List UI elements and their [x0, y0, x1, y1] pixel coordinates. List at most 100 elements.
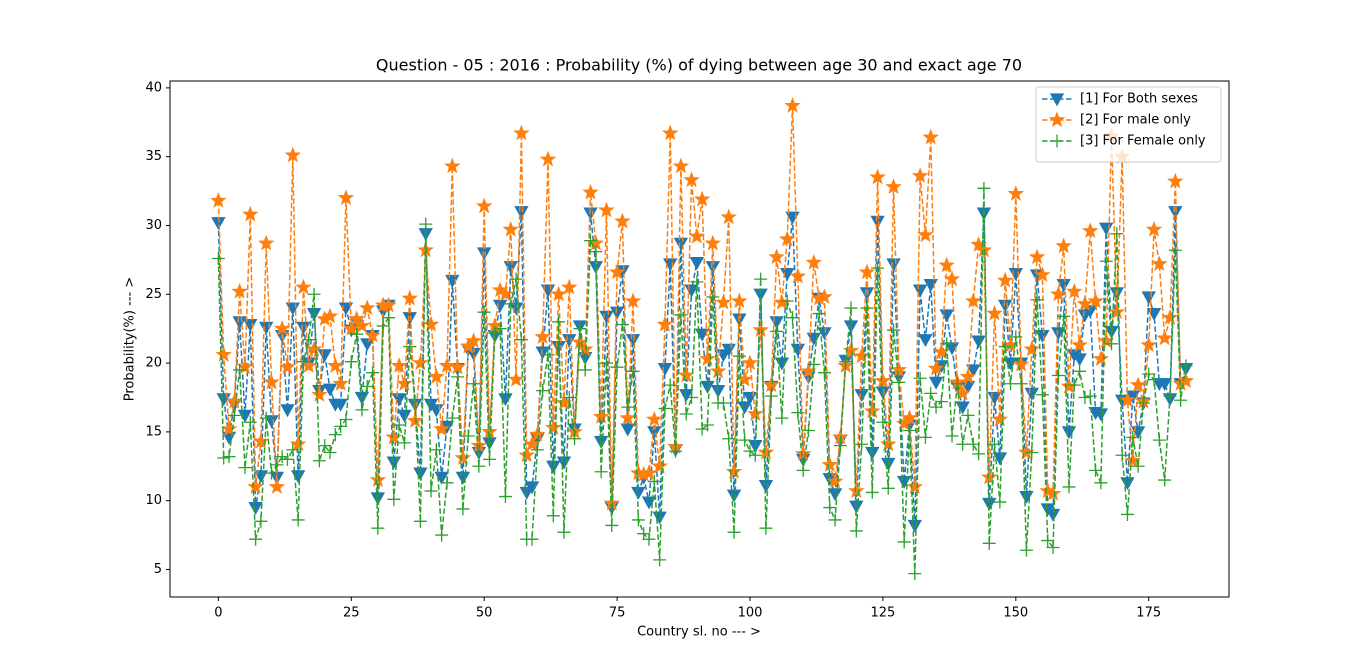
data-point: [988, 437, 1002, 451]
data-point: [1124, 452, 1141, 468]
data-point: [454, 449, 472, 466]
data-point: [273, 320, 291, 336]
x-tick-label: 125: [870, 606, 895, 621]
data-point: [759, 521, 773, 535]
data-point: [1157, 378, 1172, 392]
data-point: [826, 472, 844, 489]
chart-title: Question - 05 : 2016 : Probability (%) o…: [376, 56, 1022, 75]
data-point: [233, 363, 247, 377]
data-point: [1141, 291, 1156, 305]
data-point: [865, 485, 879, 499]
data-point: [993, 495, 1007, 509]
y-tick-label: 10: [145, 493, 162, 508]
data-point: [972, 447, 986, 461]
data-point: [328, 428, 342, 442]
data-point: [475, 197, 493, 214]
data-point: [871, 261, 885, 275]
data-point: [1140, 336, 1157, 353]
data-point: [371, 521, 385, 535]
data-point: [561, 278, 578, 295]
data-point: [720, 208, 737, 225]
data-point: [1083, 389, 1097, 403]
data-point: [381, 311, 395, 325]
data-point: [945, 429, 959, 443]
data-point: [514, 206, 529, 220]
data-point: [981, 468, 998, 485]
data-point: [535, 346, 550, 360]
data-point: [477, 247, 492, 261]
data-point: [816, 288, 833, 305]
x-axis-label: Country sl. no --- >: [637, 625, 761, 640]
data-point: [779, 230, 796, 247]
data-point: [705, 261, 720, 275]
data-point: [568, 432, 582, 446]
data-point: [855, 437, 869, 451]
data-point: [924, 386, 938, 400]
data-point: [620, 423, 635, 437]
data-point: [1168, 243, 1182, 257]
data-point: [344, 355, 358, 369]
data-point: [211, 252, 225, 266]
data-point: [1177, 372, 1195, 388]
data-point: [307, 287, 321, 301]
data-point: [959, 368, 977, 384]
data-point: [647, 474, 661, 488]
data-point: [913, 371, 927, 385]
data-point: [550, 285, 567, 302]
data-point: [1019, 543, 1033, 557]
data-point: [396, 375, 413, 391]
data-point: [222, 450, 236, 464]
data-point: [902, 424, 916, 438]
data-point: [1156, 329, 1173, 346]
data-point: [1034, 266, 1051, 283]
data-point: [918, 334, 933, 348]
data-point: [321, 307, 339, 324]
data-point: [530, 443, 544, 457]
data-point: [722, 432, 736, 446]
data-point: [796, 463, 810, 477]
data-point: [1120, 507, 1134, 521]
data-point: [812, 307, 826, 321]
series: [210, 97, 1195, 511]
data-point: [637, 527, 651, 541]
data-point: [688, 227, 706, 244]
data-point: [1145, 220, 1163, 237]
data-point: [291, 513, 305, 527]
data-point: [646, 410, 663, 427]
data-point: [217, 451, 231, 465]
data-point: [406, 412, 424, 428]
data-point: [975, 241, 993, 258]
data-point: [704, 234, 722, 251]
x-tick-label: 50: [476, 606, 493, 621]
data-point: [534, 328, 551, 344]
data-point: [1119, 391, 1136, 408]
data-point: [791, 406, 805, 420]
data-point: [669, 444, 683, 458]
data-point: [1099, 254, 1113, 268]
data-point: [339, 412, 353, 426]
data-point: [513, 124, 530, 141]
data-point: [467, 377, 481, 391]
data-point: [366, 366, 380, 380]
data-point: [658, 401, 672, 415]
data-point: [1129, 376, 1147, 393]
data-point: [539, 150, 557, 167]
data-point: [327, 357, 344, 373]
data-point: [700, 418, 714, 432]
data-point: [725, 463, 743, 479]
data-point: [727, 525, 741, 539]
data-point: [794, 445, 812, 461]
data-point: [582, 183, 599, 200]
data-point: [1055, 237, 1072, 254]
data-point: [870, 215, 885, 229]
data-point: [360, 379, 374, 393]
data-point: [880, 435, 897, 452]
data-point: [881, 457, 896, 471]
data-point: [289, 435, 307, 452]
data-point: [854, 389, 869, 403]
data-point: [369, 471, 387, 488]
data-point: [764, 389, 778, 403]
data-point: [817, 366, 831, 380]
data-point: [578, 363, 592, 377]
data-point: [715, 293, 732, 310]
